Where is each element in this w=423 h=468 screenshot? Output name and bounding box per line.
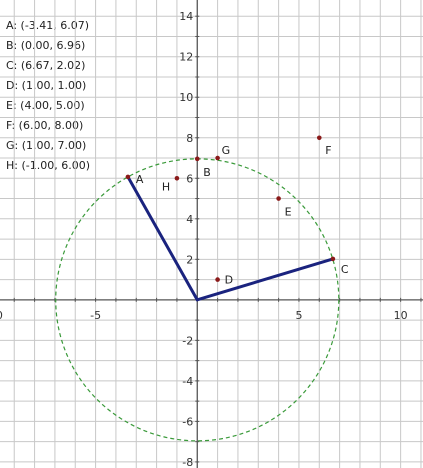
y-tick-label: -6 [182, 415, 193, 428]
x-tick-label: -10 [0, 309, 3, 322]
x-tick-label: 5 [295, 309, 302, 322]
point-g[interactable] [215, 155, 220, 161]
coord-entry-d: D: (1.00, 1.00) [6, 79, 87, 92]
y-tick-label: 12 [179, 51, 193, 64]
point-label-a: A [136, 173, 144, 186]
y-tick-label: 8 [186, 132, 193, 145]
y-tick-label: -2 [182, 334, 193, 347]
y-tick-label: 4 [186, 213, 193, 226]
point-label-c: C [341, 263, 349, 276]
y-tick-label: 6 [186, 172, 193, 185]
coord-entry-f: F: (6.00, 8.00) [6, 119, 84, 132]
coord-entry-e: E: (4.00, 5.00) [6, 99, 85, 112]
segments [126, 175, 335, 302]
y-tick-label: 10 [179, 91, 193, 104]
y-tick-label: 14 [179, 10, 193, 23]
point-label-g: G [222, 144, 231, 157]
x-tick-label: -5 [90, 309, 101, 322]
coord-entry-a: A: (-3.41, 6.07) [6, 19, 90, 32]
coord-entry-b: B: (0.00, 6.96) [6, 39, 86, 52]
point-label-e: E [285, 206, 292, 219]
x-tick-label: 10 [394, 309, 408, 322]
tick-labels: -10 -5 5 10 14 12 10 8 6 4 2 -2 -4 -6 -8 [0, 10, 408, 468]
point-e[interactable] [276, 196, 281, 201]
coord-entry-g: G: (1.00, 7.00) [6, 139, 87, 152]
point-d[interactable] [215, 277, 220, 282]
coordinate-list: A: (-3.41, 6.07) B: (0.00, 6.96) C: (6.6… [6, 16, 90, 176]
coord-entry-h: H: (-1.00, 6.00) [6, 159, 91, 172]
point-label-f: F [325, 144, 331, 157]
point-a[interactable] [125, 174, 131, 180]
point-label-b: B [203, 166, 211, 179]
coord-entry-c: C: (6.67, 2.02) [6, 59, 86, 72]
point-f[interactable] [316, 135, 322, 141]
point-b[interactable] [194, 156, 200, 162]
point-label-h: H [162, 180, 170, 193]
point-h[interactable] [174, 175, 180, 181]
point-c[interactable] [330, 256, 336, 262]
y-tick-label: 2 [186, 253, 193, 266]
points[interactable]: A B C D E F G H [125, 135, 349, 287]
segment-origin-A[interactable] [126, 175, 199, 302]
y-tick-label: -4 [182, 375, 193, 388]
segment-origin-C[interactable] [195, 257, 335, 302]
point-label-d: D [225, 274, 233, 287]
y-tick-label: -8 [182, 456, 193, 468]
